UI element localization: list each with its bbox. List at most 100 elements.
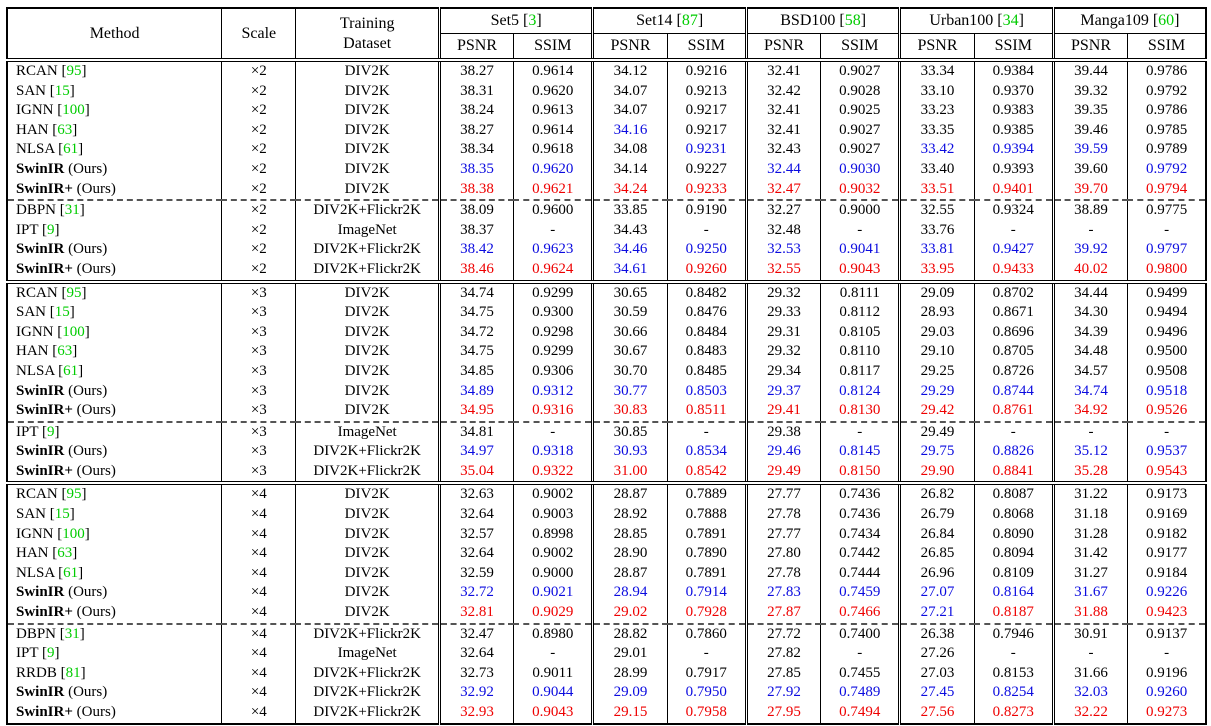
value-cell: - [1127,421,1206,443]
method-cell: IGNN [100] [16,102,90,119]
value-cell: 33.34 [898,60,975,82]
method-name: HAN [16,343,49,360]
method-cell: DBPN [31] [16,625,85,642]
results-table: Method Scale Training Dataset Set5 [3] Set14… [6,7,1207,725]
value-cell: 38.09 [437,200,514,221]
value-cell: 32.42 [744,81,821,102]
method-cell: HAN [63] [16,545,78,562]
value-cell: 30.83 [591,401,668,422]
citation-link[interactable]: 15 [54,506,70,523]
value-cell: 33.42 [898,140,975,160]
method-cell: SwinIR (Ours) [16,443,108,460]
method-cell: SwinIR+ (Ours) [16,604,116,621]
citation-link[interactable]: 81 [65,664,81,681]
method-name: RCAN [16,284,58,301]
value-cell: 0.9041 [820,240,900,260]
value-cell: 0.7889 [666,483,747,506]
scale-cell: ×2 [221,259,296,282]
dataset-cell: ImageNet [295,644,440,664]
citation-link[interactable]: 3 [528,12,537,29]
citation-link[interactable]: 100 [62,323,85,340]
table-row: DBPN [31] ×4 DIV2K+Flickr2K 32.47 0.8980 28.8… [7,623,1206,645]
value-cell: 0.7436 [820,483,900,506]
citation-link[interactable]: 100 [62,102,85,119]
value-cell: 0.7958 [666,703,747,724]
dataset-cell: DIV2K [295,603,440,624]
value-cell: 38.24 [437,101,514,121]
value-cell: - [513,644,593,664]
metric-header-ssim: SSIM [820,33,900,60]
citation-link[interactable]: 61 [63,564,79,581]
citation-link[interactable]: 31 [64,625,80,642]
value-cell: 32.59 [437,563,514,584]
scale-cell: ×3 [221,342,296,362]
method-name: NLSA [16,362,55,379]
value-cell: 29.09 [591,683,668,703]
citation-link[interactable]: 63 [57,545,73,562]
value-cell: 0.9182 [1127,524,1206,545]
value-cell: 26.79 [898,505,975,525]
value-cell: 0.7950 [666,683,747,703]
value-cell: 0.9792 [1127,159,1206,180]
method-cell: RCAN [95] [16,284,87,301]
citation-link[interactable]: 63 [57,121,73,138]
value-cell: 29.34 [744,361,821,382]
value-cell: - [1127,220,1206,241]
value-cell: 0.8483 [666,342,747,362]
value-cell: 0.9169 [1127,505,1206,525]
value-cell: 0.9794 [1127,179,1206,201]
value-cell: 27.45 [898,683,975,703]
value-cell: 0.9537 [1127,442,1206,462]
citation-link[interactable]: 15 [54,82,70,99]
value-cell: 0.7436 [820,505,900,525]
citation-link[interactable]: 100 [62,525,85,542]
value-cell: 0.9196 [1127,663,1206,684]
value-cell: 34.89 [437,381,514,402]
value-cell: 39.59 [1051,140,1128,160]
citation-link[interactable]: 61 [63,141,79,158]
value-cell: 0.9217 [666,120,747,141]
citation-link[interactable]: 95 [66,486,82,503]
value-cell: 34.07 [591,81,668,102]
dataset-cell: DIV2K [295,524,440,545]
value-cell: 38.27 [437,60,514,82]
citation-link[interactable]: 58 [844,12,861,29]
value-cell: 0.9231 [666,140,747,160]
value-cell: 29.32 [744,281,821,304]
method-cell: IPT [9] [16,423,60,440]
citation-link[interactable]: 63 [57,343,73,360]
value-cell: 32.22 [1051,703,1128,724]
citation-link[interactable]: 9 [46,221,55,238]
value-cell: - [973,644,1054,664]
value-cell: 0.7891 [666,563,747,584]
value-cell: 0.8254 [973,683,1054,703]
dataset-cell: DIV2K [295,101,440,121]
table-row: HAN [63] ×2 DIV2K 38.27 0.9614 34.16 0.9217 32.… [7,120,1206,141]
dataset-cell: DIV2K [295,544,440,564]
value-cell: 32.64 [437,644,514,664]
method-cell: SwinIR (Ours) [16,160,108,177]
citation-link[interactable]: 31 [64,202,80,219]
value-cell: 0.8503 [666,381,747,402]
value-cell: 39.46 [1051,120,1128,141]
value-cell: 0.9233 [666,179,747,201]
citation-link[interactable]: 61 [63,362,79,379]
value-cell: 0.9177 [1127,544,1206,564]
citation-link[interactable]: 60 [1158,12,1175,29]
dataset-cell: DIV2K+Flickr2K [295,259,440,282]
citation-link[interactable]: 34 [1002,12,1019,29]
citation-link[interactable]: 95 [66,284,82,301]
citation-link[interactable]: 9 [46,423,55,440]
citation-link[interactable]: 87 [681,12,698,29]
dataset-cell: DIV2K [295,120,440,141]
value-cell: 0.8726 [973,361,1054,382]
citation-link[interactable]: 9 [46,645,55,662]
citation-link[interactable]: 95 [66,63,82,79]
citation-link[interactable]: 15 [54,304,70,321]
value-cell: 34.12 [591,60,668,82]
scale-cell: ×3 [221,442,296,462]
value-cell: 0.8482 [666,281,747,304]
value-cell: 29.02 [591,603,668,624]
value-cell: - [820,421,900,443]
method-cell: IGNN [100] [16,323,90,340]
